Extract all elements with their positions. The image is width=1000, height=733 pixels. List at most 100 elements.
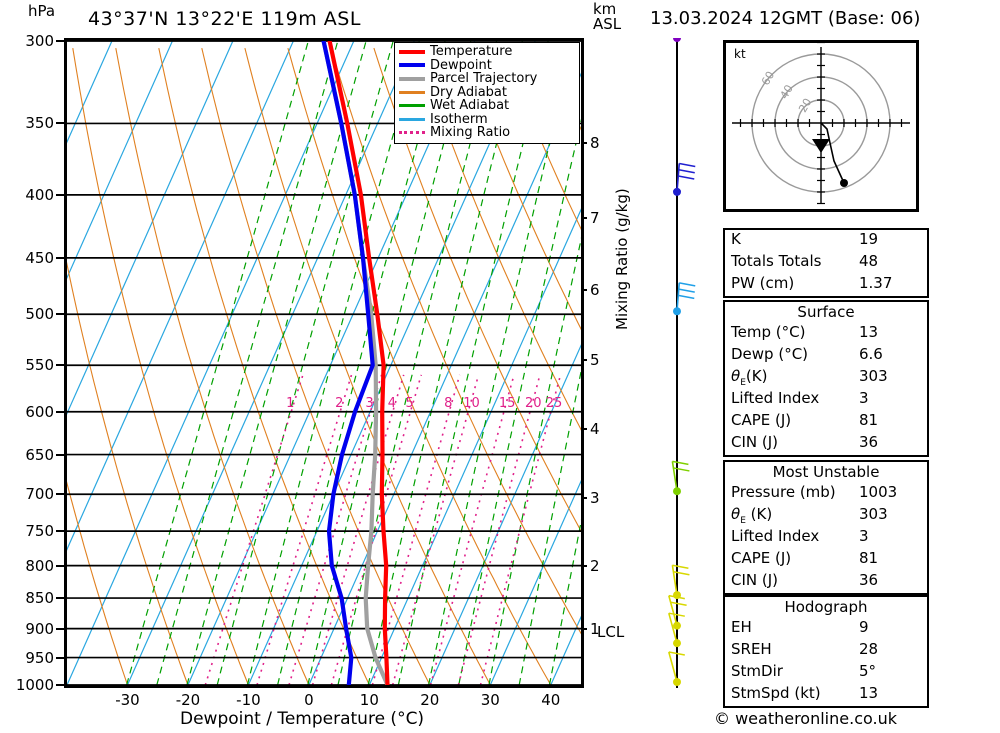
pressure-tick (56, 564, 64, 567)
pressure-tick (56, 627, 64, 630)
pressure-tick (56, 40, 64, 42)
info-value: 81 (859, 411, 879, 429)
surface-parcel-box: Surface Temp (°C) 13 Dewp (°C) 6.6 θE(K) 303 Li… (723, 300, 929, 457)
info-value: 9 (859, 618, 869, 636)
pressure-tick-label: 850 (25, 589, 54, 608)
pressure-tick (56, 656, 64, 659)
pressure-tick-label: 750 (25, 522, 54, 541)
info-row: Lifted Index 3 (725, 389, 927, 411)
temperature-tick-label: -20 (175, 691, 201, 709)
info-row: Dewp (°C) 6.6 (725, 345, 927, 367)
info-row: StmDir 5° (725, 662, 927, 684)
info-key: StmDir (731, 662, 783, 680)
legend-swatch (399, 90, 425, 94)
pressure-tick-label: 900 (25, 619, 54, 638)
legend-item: Dewpoint (399, 59, 575, 73)
info-row: Pressure (mb) 1003 (725, 483, 927, 505)
legend-swatch (399, 117, 425, 121)
info-key: CIN (J) (731, 433, 779, 451)
legend-item: Mixing Ratio (399, 126, 575, 140)
pressure-tick-label: 500 (25, 305, 54, 324)
info-value: 1.37 (859, 274, 893, 292)
station-title: 43°37'N 13°22'E 119m ASL (88, 8, 361, 30)
info-key: CAPE (J) (731, 411, 792, 429)
legend-swatch (399, 131, 425, 135)
info-key: StmSpd (kt) (731, 684, 821, 702)
pressure-unit-label: hPa (28, 2, 56, 20)
pressure-tick (56, 453, 64, 456)
wind-barb-column (646, 38, 708, 688)
temperature-tick-label: 40 (541, 691, 561, 709)
info-value: 303 (859, 367, 888, 385)
pressure-tick-label: 1000 (15, 676, 54, 694)
legend-label: Isotherm (430, 111, 488, 127)
wind-barbs (668, 38, 696, 686)
info-value: 3 (859, 389, 869, 407)
info-value: 36 (859, 571, 879, 589)
info-key: Totals Totals (731, 252, 822, 270)
datetime-title: 13.03.2024 12GMT (Base: 06) (650, 8, 921, 29)
info-box-title: Surface (797, 303, 855, 321)
info-value: 5° (859, 662, 877, 680)
hodograph-stats-box: Hodograph EH 9 SREH 28 StmDir 5° StmSpd (kt) 13 (723, 595, 929, 708)
pressure-tick-label: 700 (25, 485, 54, 504)
info-box-title: Most Unstable (772, 463, 880, 481)
info-row: Totals Totals 48 (725, 252, 927, 274)
info-key: θE(K) (731, 367, 768, 388)
info-value: 28 (859, 640, 879, 658)
stability-indices-box: K 19 Totals Totals 48 PW (cm) 1.37 (723, 228, 929, 298)
xaxis-title: Dewpoint / Temperature (°C) (180, 709, 425, 729)
legend-label: Dewpoint (430, 57, 492, 73)
pressure-tick-label: 950 (25, 648, 54, 667)
skewt-svg (67, 41, 581, 685)
legend-label: Wet Adiabat (430, 98, 510, 114)
info-key: PW (cm) (731, 274, 795, 292)
hodograph: kt 20 40 60 (723, 40, 919, 212)
pressure-tick-label: 650 (25, 445, 54, 464)
pressure-tick-label: 550 (25, 356, 54, 375)
info-row: θE(K) 303 (725, 367, 927, 389)
pressure-tick (56, 364, 64, 367)
height-tick-label: 2 (590, 556, 600, 575)
pressure-tick (56, 193, 64, 196)
info-row: CIN (J) 36 (725, 571, 927, 593)
lcl-label: LCL (597, 623, 625, 641)
info-row: PW (cm) 1.37 (725, 274, 927, 296)
info-key: θE (K) (731, 505, 773, 526)
legend-label: Dry Adiabat (430, 84, 507, 100)
pressure-tick-label: 350 (25, 114, 54, 133)
hodograph-unit-label: kt (734, 47, 746, 61)
pressure-tick-label: 800 (25, 556, 54, 575)
svg-text:20: 20 (796, 96, 814, 115)
info-value: 81 (859, 549, 879, 567)
pressure-tick (56, 256, 64, 259)
info-key: Temp (°C) (731, 323, 806, 341)
legend-swatch (399, 76, 425, 81)
height-tick-label: 6 (590, 281, 600, 300)
mixing-ratio-label: 15 (498, 395, 516, 411)
pressure-tick (56, 313, 64, 316)
legend-item: Wet Adiabat (399, 99, 575, 113)
svg-text:60: 60 (759, 69, 777, 88)
pressure-tick (56, 530, 64, 533)
mixing-ratio-label: 3 (365, 395, 374, 411)
info-row: CAPE (J) 81 (725, 549, 927, 571)
height-unit-line2: ASL (593, 15, 622, 33)
height-tick-label: 5 (590, 351, 600, 370)
info-key: Dewp (°C) (731, 345, 809, 363)
info-key: Lifted Index (731, 527, 820, 545)
wind-axis-line (676, 38, 678, 688)
info-row: Lifted Index 3 (725, 527, 927, 549)
pressure-tick-label: 450 (25, 248, 54, 267)
legend-item: Dry Adiabat (399, 86, 575, 100)
height-tick-label: 1 (590, 619, 600, 638)
height-tick-label: 8 (590, 133, 600, 152)
info-row: θE (K) 303 (725, 505, 927, 527)
legend-swatch (399, 104, 425, 108)
info-value: 303 (859, 505, 888, 523)
info-value: 13 (859, 684, 879, 702)
legend-item: Isotherm (399, 113, 575, 127)
info-row: CAPE (J) 81 (725, 411, 927, 433)
pressure-tick (56, 684, 64, 686)
temperature-tick-label: 20 (420, 691, 440, 709)
